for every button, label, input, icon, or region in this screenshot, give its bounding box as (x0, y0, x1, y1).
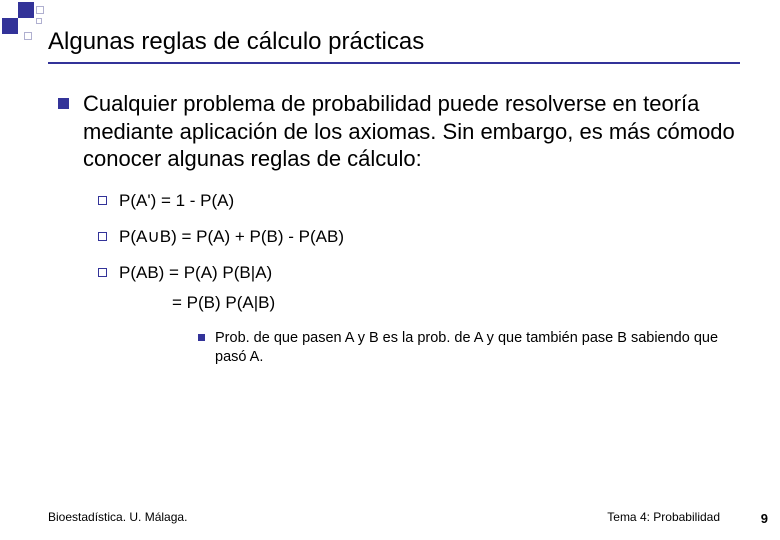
main-bullet-row: Cualquier problema de probabilidad puede… (58, 90, 740, 173)
rules-list: P(A') = 1 - P(A) P(A∪B) = P(A) + P(B) - … (98, 191, 740, 368)
title-block: Algunas reglas de cálculo prácticas (48, 28, 750, 62)
slide-body: Cualquier problema de probabilidad puede… (58, 90, 740, 368)
rule-row: P(A∪B) = P(A) + P(B) - P(AB) (98, 227, 740, 247)
note-row: Prob. de que pasen A y B es la prob. de … (198, 329, 740, 368)
main-bullet-text: Cualquier problema de probabilidad puede… (83, 90, 740, 173)
bullet-icon (58, 98, 69, 109)
footer-right: Tema 4: Probabilidad (607, 510, 720, 524)
hollow-bullet-icon (98, 268, 107, 277)
rule-continuation: = P(B) P(A|B) (172, 293, 740, 313)
small-bullet-icon (198, 334, 205, 341)
footer-left: Bioestadística. U. Málaga. (48, 510, 187, 524)
page-number: 9 (761, 511, 768, 526)
rule-row: P(AB) = P(A) P(B|A) (98, 263, 740, 283)
slide-title: Algunas reglas de cálculo prácticas (48, 28, 750, 62)
note-list: Prob. de que pasen A y B es la prob. de … (198, 329, 740, 368)
hollow-bullet-icon (98, 232, 107, 241)
hollow-bullet-icon (98, 196, 107, 205)
rule-text: P(A') = 1 - P(A) (119, 191, 234, 211)
title-underline (48, 62, 740, 64)
rule-row: P(A') = 1 - P(A) (98, 191, 740, 211)
slide: Algunas reglas de cálculo prácticas Cual… (0, 0, 780, 540)
note-text: Prob. de que pasen A y B es la prob. de … (215, 329, 740, 368)
rule-text: P(A∪B) = P(A) + P(B) - P(AB) (119, 227, 344, 247)
rule-text: P(AB) = P(A) P(B|A) (119, 263, 272, 283)
